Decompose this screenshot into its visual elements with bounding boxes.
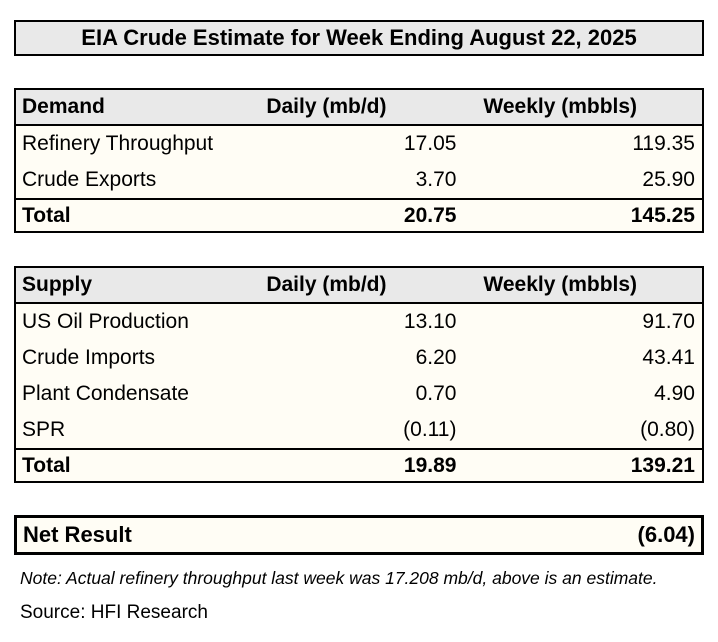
total-label: Total [22, 203, 71, 227]
weekly-value: 43.41 [642, 346, 695, 369]
weekly-value: 119.35 [632, 132, 695, 155]
row-label: Plant Condensate [22, 382, 189, 405]
table-row-spr: SPR (0.11) (0.80) [16, 412, 702, 448]
title-bar: EIA Crude Estimate for Week Ending Augus… [14, 20, 704, 56]
net-result-box: Net Result (6.04) [14, 515, 704, 555]
supply-table: Supply Daily (mb/d) Weekly (mbbls) US Oi… [14, 266, 704, 483]
supply-total-row: Total 19.89 139.21 [16, 448, 702, 481]
demand-table: Demand Daily (mb/d) Weekly (mbbls) Refin… [14, 88, 704, 233]
net-result-label: Net Result [23, 522, 132, 547]
weekly-column-header: Weekly (mbbls) [483, 95, 638, 118]
daily-column-header: Daily (mb/d) [266, 273, 387, 296]
row-label: Crude Imports [22, 346, 156, 369]
daily-column-header: Daily (mb/d) [266, 95, 387, 118]
daily-value: 0.70 [415, 382, 457, 405]
page-title: EIA Crude Estimate for Week Ending Augus… [81, 25, 637, 50]
total-weekly-value: 145.25 [630, 203, 695, 227]
weekly-value: (0.80) [640, 418, 695, 441]
row-label: Crude Exports [22, 168, 157, 191]
supply-column-header: Supply [22, 273, 93, 296]
row-label: SPR [22, 418, 66, 441]
weekly-value: 4.90 [654, 382, 695, 405]
footnote: Note: Actual refinery throughput last we… [20, 568, 658, 588]
table-row-crude-imports: Crude Imports 6.20 43.41 [16, 340, 702, 376]
demand-header-row: Demand Daily (mb/d) Weekly (mbbls) [16, 90, 702, 126]
daily-value: (0.11) [403, 418, 457, 441]
demand-column-header: Demand [22, 95, 105, 118]
total-label: Total [22, 453, 71, 477]
page: EIA Crude Estimate for Week Ending Augus… [14, 20, 704, 623]
row-label: Refinery Throughput [22, 132, 214, 155]
total-daily-value: 20.75 [403, 203, 457, 227]
weekly-value: 25.90 [642, 168, 695, 191]
table-row-us-oil-production: US Oil Production 13.10 91.70 [16, 304, 702, 340]
net-result-value: (6.04) [637, 522, 695, 547]
row-label: US Oil Production [22, 310, 189, 333]
daily-value: 13.10 [403, 310, 457, 333]
source-attribution: Source: HFI Research [20, 602, 208, 623]
weekly-value: 91.70 [642, 310, 695, 333]
total-daily-value: 19.89 [403, 453, 457, 477]
total-weekly-value: 139.21 [630, 453, 695, 477]
demand-total-row: Total 20.75 145.25 [16, 198, 702, 231]
daily-value: 17.05 [403, 132, 457, 155]
table-row-refinery-throughput: Refinery Throughput 17.05 119.35 [16, 126, 702, 162]
supply-header-row: Supply Daily (mb/d) Weekly (mbbls) [16, 268, 702, 304]
table-row-plant-condensate: Plant Condensate 0.70 4.90 [16, 376, 702, 412]
table-row-crude-exports: Crude Exports 3.70 25.90 [16, 162, 702, 198]
daily-value: 3.70 [415, 168, 457, 191]
daily-value: 6.20 [415, 346, 457, 369]
weekly-column-header: Weekly (mbbls) [483, 273, 638, 296]
